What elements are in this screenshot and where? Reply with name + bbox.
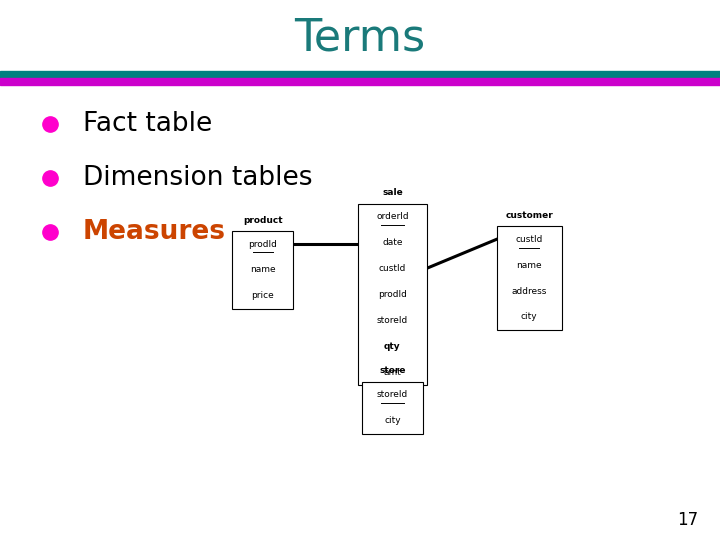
Text: product: product [243,215,283,225]
Text: storeld: storeld [377,316,408,325]
Text: storeld: storeld [377,390,408,399]
Text: customer: customer [505,211,553,220]
Text: amt: amt [384,368,401,376]
Text: prodld: prodld [248,240,277,248]
Text: price: price [251,292,274,300]
Text: Measures: Measures [83,219,226,245]
FancyBboxPatch shape [497,226,562,330]
Text: Terms: Terms [294,16,426,59]
Text: city: city [384,416,401,425]
FancyBboxPatch shape [362,382,423,434]
Text: name: name [516,261,542,269]
Text: Fact table: Fact table [83,111,212,137]
Text: sale: sale [382,188,402,197]
Text: orderld: orderld [376,212,409,221]
Text: date: date [382,238,402,247]
Text: store: store [379,366,405,375]
Text: address: address [511,287,547,295]
FancyBboxPatch shape [359,204,426,385]
Text: qty: qty [384,342,401,350]
Text: custld: custld [379,264,406,273]
Text: Dimension tables: Dimension tables [83,165,312,191]
FancyBboxPatch shape [232,231,294,309]
Text: 17: 17 [678,511,698,529]
Text: prodld: prodld [378,290,407,299]
Text: name: name [250,266,276,274]
Text: city: city [521,313,538,321]
Bar [0,78,720,85]
Text: custld: custld [516,235,543,244]
Bar [0,71,720,78]
